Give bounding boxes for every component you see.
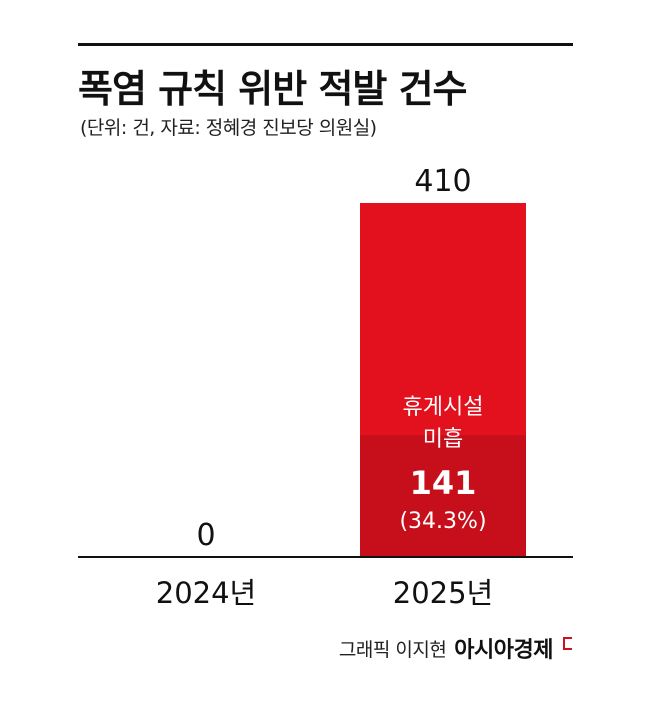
top-rule [78,43,573,46]
chart-title: 폭염 규칙 위반 적발 건수 [78,67,468,111]
brand-logo-mark-icon [563,636,572,650]
brand-name: 아시아경제 [454,638,553,663]
chart-subtitle: (단위: 건, 자료: 정혜경 진보당 의원실) [80,117,377,139]
bar-value-label-1: 0 [196,518,215,553]
x-tick-label-1: 2024년 [156,576,256,610]
graphic-credit: 그래픽 이지현 [338,638,447,661]
bar-segment [360,435,526,557]
credit-line: 그래픽 이지현 아시아경제 [339,632,572,664]
segment-label-line-2: 미흡 [423,427,463,452]
segment-value-label: 141 [410,464,477,502]
bar-value-label-2: 410 [414,164,471,199]
x-tick-label-2: 2025년 [393,576,493,610]
baseline [78,556,573,558]
segment-label-line-1: 휴게시설 [403,395,484,420]
segment-share-label: (34.3%) [399,509,486,534]
